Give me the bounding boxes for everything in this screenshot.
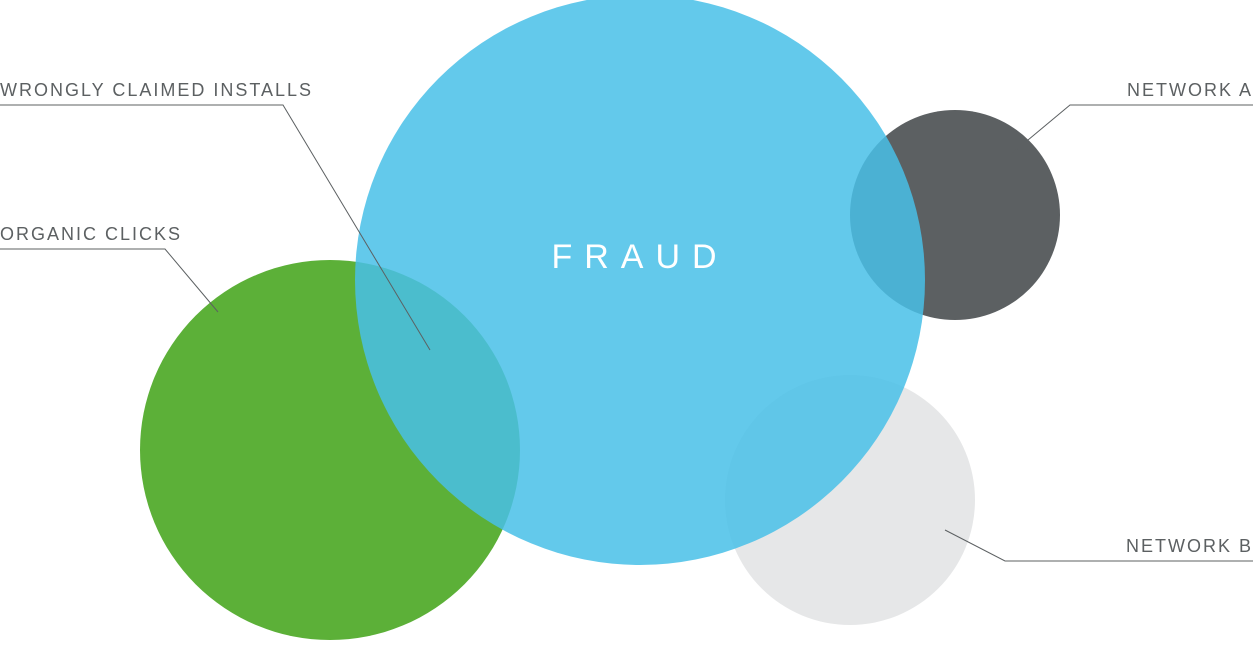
label-network-b: NETWORK B	[1126, 536, 1253, 557]
label-organic-clicks: ORGANIC CLICKS	[0, 224, 182, 245]
circle-fraud	[355, 0, 925, 565]
venn-diagram: FRAUD WRONGLY CLAIMED INSTALLS ORGANIC C…	[0, 0, 1253, 651]
label-wrongly-claimed-installs: WRONGLY CLAIMED INSTALLS	[0, 80, 313, 101]
label-fraud: FRAUD	[14, 238, 1253, 277]
label-network-a: NETWORK A	[1127, 80, 1253, 101]
leader-network-a	[1010, 105, 1253, 155]
